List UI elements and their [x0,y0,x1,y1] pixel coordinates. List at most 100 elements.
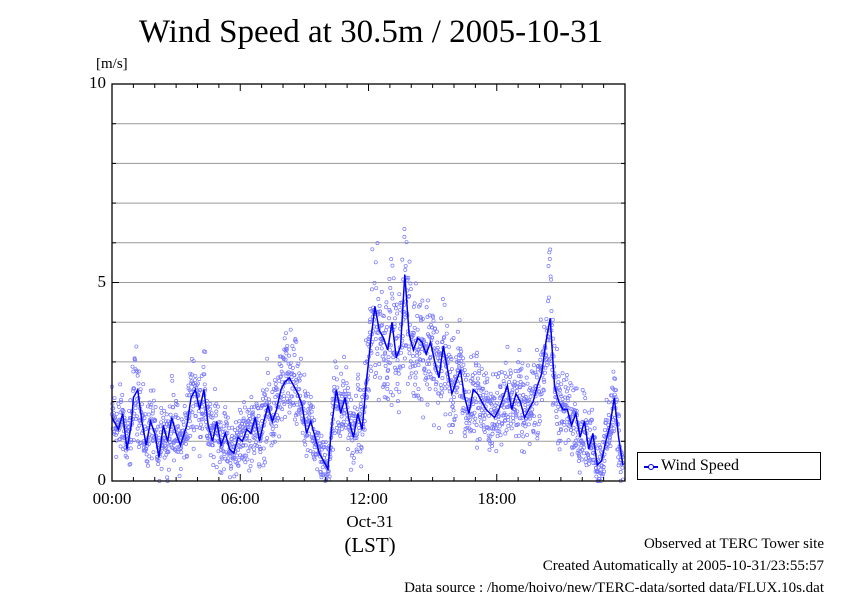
scatter-point [388,286,393,290]
scatter-point [412,325,417,330]
scatter-point [159,466,164,471]
scatter-point [352,411,356,416]
scatter-point [549,362,553,367]
scatter-point [211,463,216,468]
scatter-point [264,400,269,405]
scatter-point [467,421,472,426]
scatter-point [181,422,186,427]
scatter-point [459,359,464,363]
scatter-point [246,448,251,453]
scatter-point [407,259,412,264]
scatter-point [369,287,374,292]
scatter-point [439,386,444,391]
scatter-point [243,405,247,410]
scatter-point [159,420,164,425]
scatter-point [528,416,533,421]
scatter-point [281,393,286,398]
scatter-point [372,374,377,379]
scatter-point [175,415,180,420]
scatter-point [229,464,234,469]
scatter-point [290,370,294,375]
scatter-point [166,467,171,472]
date-label: Oct-31 [346,512,394,531]
scatter-point [116,404,121,409]
scatter-point [193,374,198,378]
scatter-point [113,415,117,420]
scatter-point [554,415,559,420]
scatter-point [415,327,420,332]
scatter-point [295,363,300,368]
scatter-point [339,414,344,419]
scatter-point [425,402,430,407]
scatter-point [294,339,299,344]
scatter-point [225,415,230,420]
scatter-point [373,260,378,265]
scatter-point [133,416,138,421]
scatter-point [119,399,123,404]
scatter-point [304,394,309,399]
scatter-point [355,432,359,437]
scatter-point [574,386,579,391]
scatter-point [341,379,346,384]
wind-speed-line [111,274,624,472]
scatter-point [512,383,517,388]
scatter-point [233,428,238,433]
tick-marks [111,83,626,482]
scatter-point [479,424,484,429]
scatter-point [378,309,382,314]
scatter-point [228,466,233,471]
scatter-point [463,373,468,378]
scatter-point [242,400,247,405]
scatter-point [556,374,561,379]
scatter-point [377,303,382,308]
scatter-point [492,406,497,411]
scatter-point [208,453,213,458]
scatter-point [396,334,401,339]
scatter-point [394,302,399,307]
scatter-point [477,368,482,373]
scatter-point [254,443,259,448]
scatter-point [190,382,195,386]
scatter-point [302,372,307,377]
scatter-point [409,371,414,376]
scatter-point [475,406,480,411]
scatter-point [434,329,439,334]
scatter-point [234,420,238,425]
scatter-point [247,468,252,473]
scatter-point [436,400,441,405]
scatter-point [531,370,536,375]
scatter-point [288,327,293,332]
scatter-point [287,410,292,415]
scatter-point [604,397,609,402]
scatter-point [512,379,517,384]
scatter-point [264,387,269,392]
scatter-point [250,412,255,417]
scatter-point [265,436,270,440]
scatter-point [601,465,606,470]
scatter-point [190,424,195,429]
scatter-point [477,437,482,442]
scatter-point [198,426,203,431]
scatter-point [534,401,539,406]
scatter-point [406,344,411,349]
scatter-point [373,337,378,342]
scatter-point [248,417,253,421]
scatter-point [149,456,154,461]
scatter-point [375,352,380,356]
scatter-point [417,351,422,356]
scatter-point [179,450,184,455]
scatter-point [424,341,429,346]
scatter-point [413,363,418,368]
scatter-point [496,374,500,379]
scatter-point [304,453,309,458]
scatter-point [160,444,165,449]
scatter-point [197,417,202,422]
scatter-point [420,316,425,321]
scatter-point [192,378,197,382]
scatter-point [374,286,379,291]
scatter-point [203,387,208,392]
scatter-point [182,455,187,460]
scatter-point [518,380,523,384]
scatter-point [292,373,297,378]
scatter-point [151,388,156,393]
